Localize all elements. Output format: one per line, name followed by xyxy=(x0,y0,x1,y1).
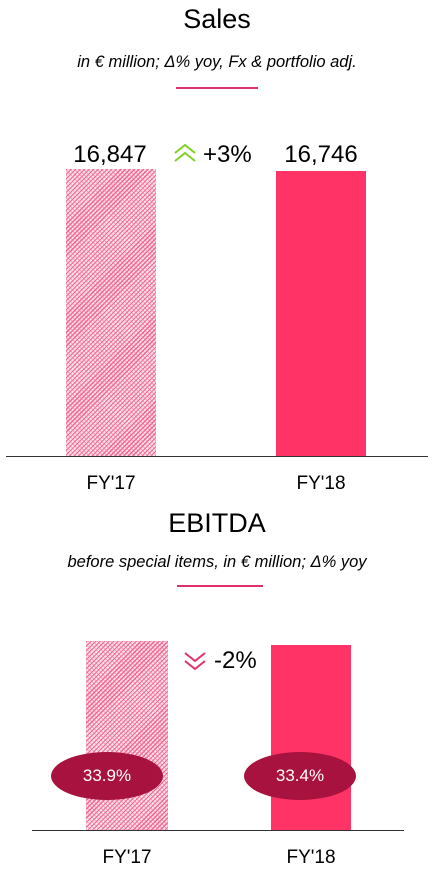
ebitda-bar-fy17 xyxy=(86,641,168,830)
ebitda-title: EBITDA xyxy=(168,508,266,538)
ebitda-change-label: -2% xyxy=(214,647,257,674)
chevron-down-icon xyxy=(184,652,206,671)
sales-x-tick-fy18: FY'18 xyxy=(296,473,346,494)
sales-change-label: +3% xyxy=(203,141,252,168)
ebitda-x-axis xyxy=(32,830,404,831)
sales-subtitle: in € million; Δ% yoy, Fx & portfolio adj… xyxy=(77,53,357,71)
ebitda-subtitle: before special items, in € million; Δ% y… xyxy=(67,553,367,571)
sales-title: Sales xyxy=(183,4,251,34)
ebitda-x-tick-fy18: FY'18 xyxy=(286,847,336,868)
ebitda-margin-label-fy17: 33.9% xyxy=(82,766,132,785)
ebitda-x-tick-fy17: FY'17 xyxy=(102,847,152,868)
ebitda-bar-fy18 xyxy=(271,645,351,830)
ebitda-margin-ellipse-fy17: 33.9% xyxy=(51,752,163,800)
sales-bar-fy18 xyxy=(276,171,366,456)
sales-x-axis xyxy=(6,456,428,457)
sales-value-label-fy17: 16,847 xyxy=(73,141,147,168)
sales-value-label-fy18: 16,746 xyxy=(284,141,358,168)
sales-title-underline xyxy=(176,87,258,89)
ebitda-margin-ellipse-fy18: 33.4% xyxy=(244,752,356,800)
sales-bar-fy17 xyxy=(66,169,156,456)
ebitda-margin-label-fy18: 33.4% xyxy=(275,766,325,785)
sales-x-tick-fy17: FY'17 xyxy=(86,473,136,494)
ebitda-title-underline xyxy=(177,585,263,587)
chevron-up-icon xyxy=(174,143,196,162)
